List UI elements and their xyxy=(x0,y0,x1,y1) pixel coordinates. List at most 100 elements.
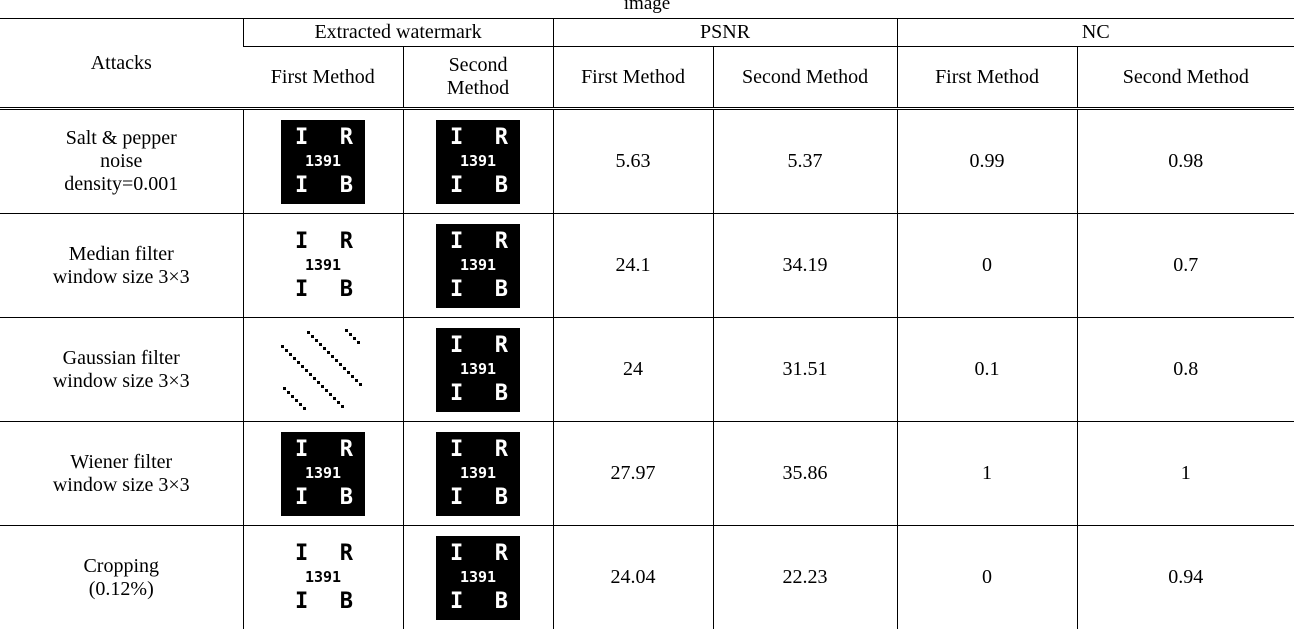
psnr-value: 22.23 xyxy=(713,526,897,630)
watermark-background xyxy=(281,328,365,412)
noise-dot xyxy=(281,345,284,348)
sub-header: Second Method xyxy=(1077,47,1294,109)
noise-dot xyxy=(283,387,286,390)
noise-dot xyxy=(357,341,360,344)
watermark-glyph: R xyxy=(495,229,509,254)
watermark-glyph: I xyxy=(295,541,308,566)
watermark-glyph: 1391 xyxy=(460,360,496,378)
psnr-value: 27.97 xyxy=(553,422,713,526)
watermark-glyph: R xyxy=(495,125,509,150)
watermark-glyph: 1391 xyxy=(305,256,341,274)
sub-header: First Method xyxy=(897,47,1077,109)
psnr-value: 5.63 xyxy=(553,109,713,214)
watermark-glyph: I xyxy=(450,589,463,614)
noise-dot xyxy=(323,347,326,350)
noise-dot xyxy=(325,389,328,392)
noise-dot xyxy=(321,385,324,388)
attack-cell: Gaussian filterwindow size 3×3 xyxy=(0,318,243,422)
watermark-glyph: 1391 xyxy=(460,152,496,170)
attack-line: (0.12%) xyxy=(0,578,243,601)
psnr-value: 31.51 xyxy=(713,318,897,422)
noise-dot xyxy=(305,369,308,372)
watermark-image: IR1391IB xyxy=(281,120,365,204)
watermark-glyph: I xyxy=(450,381,463,406)
watermark-glyph: 1391 xyxy=(305,152,341,170)
noise-dot xyxy=(303,407,306,410)
attack-line: Median filter xyxy=(0,243,243,266)
noise-dot xyxy=(329,393,332,396)
attack-line: Salt & pepper xyxy=(0,127,243,150)
noise-dot xyxy=(345,329,348,332)
watermark-glyph: 1391 xyxy=(460,568,496,586)
noise-dot xyxy=(319,343,322,346)
noise-dot xyxy=(297,361,300,364)
attack-line: window size 3×3 xyxy=(0,370,243,393)
noise-dot xyxy=(291,395,294,398)
noise-dot xyxy=(351,375,354,378)
watermark-glyph: I xyxy=(450,541,463,566)
watermark-glyph: B xyxy=(340,485,353,510)
watermark-glyph: I xyxy=(450,437,463,462)
watermark-glyph: B xyxy=(495,173,508,198)
noise-dot xyxy=(287,391,290,394)
psnr-value: 24.1 xyxy=(553,214,713,318)
attack-cell: Wiener filterwindow size 3×3 xyxy=(0,422,243,526)
noise-dot xyxy=(315,339,318,342)
watermark-cell: IR1391IB xyxy=(403,214,553,318)
psnr-value: 5.37 xyxy=(713,109,897,214)
watermark-glyph: 1391 xyxy=(460,256,496,274)
noise-dot xyxy=(347,371,350,374)
attack-line: window size 3×3 xyxy=(0,474,243,497)
watermark-glyph: 1391 xyxy=(305,568,341,586)
noise-dot xyxy=(353,337,356,340)
watermark-glyph: I xyxy=(450,333,463,358)
sub-header: Second Method xyxy=(713,47,897,109)
noise-dot xyxy=(341,405,344,408)
nc-value: 0.8 xyxy=(1077,318,1294,422)
attack-line: Gaussian filter xyxy=(0,347,243,370)
nc-value: 0 xyxy=(897,526,1077,630)
watermark-glyph: I xyxy=(295,125,308,150)
attack-cell: Cropping(0.12%) xyxy=(0,526,243,630)
noise-dot xyxy=(327,351,330,354)
group-header: NC xyxy=(897,19,1294,47)
watermark-glyph: I xyxy=(450,229,463,254)
group-header: PSNR xyxy=(553,19,897,47)
watermark-glyph: B xyxy=(495,485,508,510)
watermark-glyph: I xyxy=(450,125,463,150)
watermark-glyph: R xyxy=(340,125,354,150)
noise-dot xyxy=(359,383,362,386)
noise-dot xyxy=(339,363,342,366)
noise-dot xyxy=(309,373,312,376)
watermark-glyph: I xyxy=(295,485,308,510)
watermark-glyph: B xyxy=(495,589,508,614)
noise-dot xyxy=(289,353,292,356)
nc-value: 0.99 xyxy=(897,109,1077,214)
attack-line: Cropping xyxy=(0,555,243,578)
noise-dot xyxy=(285,349,288,352)
noise-dot xyxy=(317,381,320,384)
watermark-cell xyxy=(243,318,403,422)
nc-value: 0.98 xyxy=(1077,109,1294,214)
watermark-glyph: R xyxy=(340,229,354,254)
attack-line: noise xyxy=(0,150,243,173)
nc-value: 0.7 xyxy=(1077,214,1294,318)
header-row: AttacksExtracted watermarkPSNRNC xyxy=(0,19,1294,47)
watermark-image xyxy=(281,328,365,412)
watermark-image: IR1391IB xyxy=(436,224,520,308)
body-row: Wiener filterwindow size 3×3IR1391IBIR13… xyxy=(0,422,1294,526)
